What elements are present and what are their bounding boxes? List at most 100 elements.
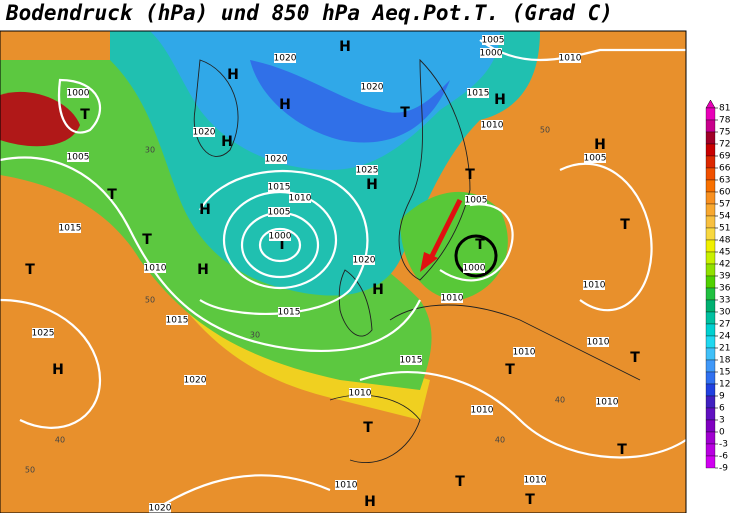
isobar-label: 1000 xyxy=(463,264,486,274)
label-box xyxy=(268,207,290,217)
legend-swatch xyxy=(705,263,716,277)
label-box xyxy=(584,153,606,163)
isobar-label: 1020 xyxy=(184,376,207,386)
legend-label: 66 xyxy=(719,164,731,174)
isobar xyxy=(0,156,421,352)
pressure-center: H xyxy=(221,134,233,150)
pressure-center: T xyxy=(620,217,630,233)
label-box xyxy=(59,223,81,233)
isobar-label: 1020 xyxy=(274,54,297,64)
legend-label: 75 xyxy=(719,128,730,138)
label-box xyxy=(268,182,290,192)
label-box xyxy=(184,375,206,385)
label-box xyxy=(583,280,605,290)
isobar-label: 1010 xyxy=(481,121,504,131)
label-box xyxy=(441,293,463,303)
arrow xyxy=(427,198,463,262)
isobar-label: 1020 xyxy=(361,83,384,93)
label-box xyxy=(193,127,215,137)
legend-swatch xyxy=(705,395,716,409)
label-box xyxy=(144,263,166,273)
isobar-label: 1005 xyxy=(482,36,505,46)
isobar-label: 1010 xyxy=(524,476,547,486)
legend-swatch xyxy=(705,371,716,385)
label-box xyxy=(166,315,188,325)
label-box xyxy=(67,88,89,98)
isobar-label: 1010 xyxy=(144,264,167,274)
legend-swatch xyxy=(705,347,716,361)
coast xyxy=(398,58,471,281)
label-box xyxy=(524,475,546,485)
theta-label: 40 xyxy=(495,436,505,445)
legend-label: 39 xyxy=(719,272,731,282)
legend-label: 3 xyxy=(719,416,725,426)
legend-swatch xyxy=(705,431,716,445)
legend-swatch xyxy=(705,131,716,145)
legend-swatch xyxy=(705,275,716,289)
pressure-center: T xyxy=(80,107,90,123)
title: Bodendruck (hPa) und 850 hPa Aeq.Pot.T. … xyxy=(5,1,613,25)
isobar-label: 1010 xyxy=(596,398,619,408)
isobar xyxy=(57,78,101,134)
label-box xyxy=(274,53,296,63)
legend-swatch xyxy=(705,239,716,253)
legend-swatch xyxy=(705,107,716,121)
legend-swatch xyxy=(705,299,716,313)
isobar-label: 1005 xyxy=(67,153,90,163)
label-box xyxy=(463,263,485,273)
legend-label: -6 xyxy=(719,452,728,462)
isobar-label: 1020 xyxy=(353,256,376,266)
theta-label: 50 xyxy=(145,296,155,305)
theta-label: 40 xyxy=(555,396,565,405)
isobar-label: 1010 xyxy=(513,348,536,358)
pressure-center: T xyxy=(505,362,515,378)
isobar-label: 1025 xyxy=(356,166,379,176)
arrow-head xyxy=(420,252,438,272)
pressure-center: H xyxy=(494,92,506,108)
coast xyxy=(389,304,641,381)
label-box xyxy=(559,53,581,63)
isobar xyxy=(149,474,331,513)
theta-label: 30 xyxy=(250,331,260,340)
theta-label: 50 xyxy=(540,126,550,135)
label-box xyxy=(149,503,171,513)
legend-swatch xyxy=(705,287,716,301)
label-box xyxy=(278,307,300,317)
legend-label: 60 xyxy=(719,188,731,198)
pressure-center: T xyxy=(25,262,35,278)
pressure-center: T xyxy=(465,167,475,183)
label-box xyxy=(265,154,287,164)
isobar-label: 1000 xyxy=(67,89,90,99)
legend-label: 18 xyxy=(719,356,731,366)
isobar-label: 1020 xyxy=(265,155,288,165)
legend-label: -9 xyxy=(719,464,728,474)
legend-label: 48 xyxy=(719,236,731,246)
legend-label: -3 xyxy=(719,440,728,450)
isobar-label: 1000 xyxy=(269,232,292,242)
pressure-center: T xyxy=(142,232,152,248)
isobar-label: 1010 xyxy=(583,281,606,291)
label-box xyxy=(32,328,54,338)
legend-swatch xyxy=(705,359,716,373)
isobar-label: 1015 xyxy=(59,224,82,234)
legend-swatch xyxy=(705,143,716,157)
pressure-center: H xyxy=(199,202,211,218)
legend-label: 54 xyxy=(719,212,731,222)
pressure-center: H xyxy=(594,137,606,153)
isobar-label: 1010 xyxy=(289,194,312,204)
legend-swatch xyxy=(705,191,716,205)
isobar-label: 1005 xyxy=(268,208,291,218)
pressure-center: T xyxy=(617,442,627,458)
legend-label: 42 xyxy=(719,260,730,270)
legend-swatch xyxy=(705,227,716,241)
pressure-center: T xyxy=(455,474,465,490)
legend-swatch xyxy=(705,215,716,229)
isobar-label: 1010 xyxy=(587,338,610,348)
legend-label: 81 xyxy=(719,104,730,114)
pressure-center: H xyxy=(279,97,291,113)
pressure-center: T xyxy=(400,105,410,121)
legend-label: 51 xyxy=(719,224,730,234)
isobar-label: 1020 xyxy=(193,128,216,138)
legend-swatch xyxy=(705,311,716,325)
